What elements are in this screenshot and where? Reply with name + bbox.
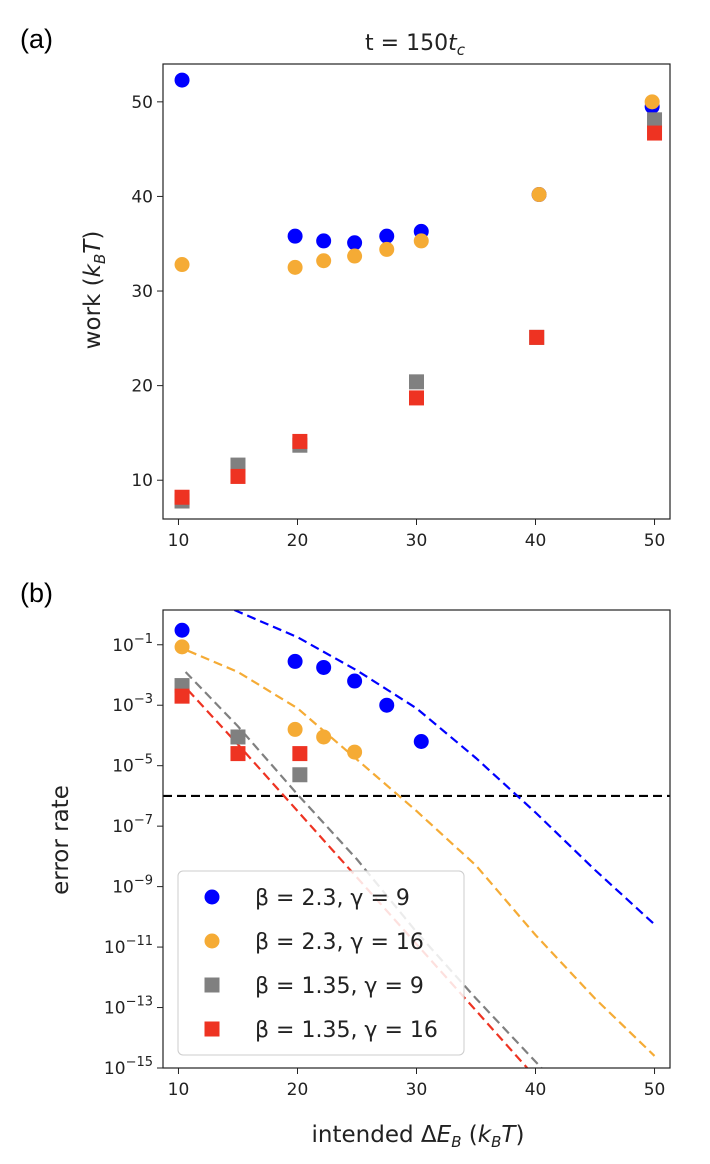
data-point bbox=[347, 744, 363, 760]
axes-frame bbox=[162, 63, 671, 520]
data-point bbox=[230, 457, 246, 473]
legend-frame bbox=[177, 870, 465, 1056]
y-tick-label: 40 bbox=[131, 187, 153, 207]
x-tick-label: 10 bbox=[168, 1080, 190, 1100]
legend-label: β = 1.35, γ = 9 bbox=[255, 974, 424, 999]
data-point bbox=[379, 241, 395, 257]
data-point bbox=[174, 72, 190, 88]
fit-curve bbox=[187, 649, 656, 1057]
data-point bbox=[230, 468, 246, 484]
data-point bbox=[292, 767, 308, 783]
legend-marker bbox=[204, 977, 220, 993]
y-tick-label: 10−13 bbox=[104, 995, 153, 1019]
y-tick-label: 10−9 bbox=[112, 874, 153, 898]
data-point bbox=[292, 433, 308, 449]
x-tick-label: 20 bbox=[287, 1080, 309, 1100]
legend-label: β = 2.3, γ = 9 bbox=[255, 886, 410, 911]
data-point bbox=[413, 734, 429, 750]
x-tick-label: 40 bbox=[525, 531, 547, 551]
legend-marker bbox=[204, 1021, 220, 1037]
data-point bbox=[409, 390, 424, 406]
data-point bbox=[174, 257, 190, 273]
x-tick-label: 50 bbox=[644, 1080, 666, 1100]
data-point bbox=[174, 622, 190, 638]
y-tick-label: 10−5 bbox=[112, 753, 153, 777]
data-point bbox=[347, 673, 363, 689]
legend-marker bbox=[204, 933, 220, 949]
y-tick-label: 50 bbox=[131, 93, 153, 113]
x-tick-label: 40 bbox=[525, 1080, 547, 1100]
data-point bbox=[644, 94, 660, 110]
data-point bbox=[531, 187, 547, 203]
data-point bbox=[316, 659, 332, 675]
panel-label-b: (b) bbox=[20, 578, 53, 608]
data-point bbox=[287, 228, 303, 244]
plot-b: 10 20 30 40 50 10−1 10−3 10−5 10−7 10−9 10−11 10−13… bbox=[104, 609, 671, 1100]
y-tick-label: 10−11 bbox=[104, 934, 153, 958]
legend: β = 2.3, γ = 9 β = 2.3, γ = 16 β = 1.35, γ… bbox=[177, 870, 465, 1056]
axes-frame bbox=[162, 609, 671, 1069]
data-point bbox=[647, 112, 663, 128]
legend-marker bbox=[204, 889, 220, 905]
x-tick-label: 20 bbox=[287, 531, 309, 551]
y-tick-label: 10−1 bbox=[112, 632, 153, 656]
panel-label-a: (a) bbox=[20, 24, 53, 54]
data-point bbox=[316, 253, 332, 269]
data-point bbox=[230, 746, 246, 762]
data-point bbox=[413, 233, 429, 249]
data-point bbox=[174, 639, 190, 655]
panel-b-ylabel: error rate bbox=[48, 785, 74, 895]
y-tick-label: 10 bbox=[131, 471, 153, 491]
data-point bbox=[316, 233, 332, 249]
y-tick-label: 10−7 bbox=[112, 813, 153, 837]
y-tick-label: 10−3 bbox=[112, 692, 153, 716]
x-tick-label: 30 bbox=[406, 1080, 428, 1100]
data-point bbox=[174, 688, 190, 704]
data-point bbox=[379, 228, 395, 244]
x-tick-label: 30 bbox=[406, 531, 428, 551]
x-tick-label: 10 bbox=[168, 531, 190, 551]
y-tick-label: 10−15 bbox=[104, 1055, 153, 1079]
data-point bbox=[230, 729, 246, 745]
data-point bbox=[347, 248, 363, 264]
data-point bbox=[379, 697, 395, 713]
plot-a: 10 20 30 40 50 10 20 30 40 50 bbox=[131, 63, 671, 551]
fit-curve bbox=[233, 610, 656, 926]
panel-b-xlabel: intended ΔEB (kBT) bbox=[312, 1122, 525, 1151]
data-point bbox=[287, 653, 303, 669]
data-point bbox=[174, 489, 190, 505]
fit-curve bbox=[184, 671, 543, 1068]
y-tick-label: 30 bbox=[131, 282, 153, 302]
data-point bbox=[409, 374, 424, 390]
data-point bbox=[287, 721, 303, 737]
y-tick-label: 20 bbox=[131, 377, 153, 397]
data-point bbox=[316, 729, 332, 745]
data-point bbox=[347, 235, 363, 251]
legend-label: β = 1.35, γ = 16 bbox=[255, 1018, 438, 1043]
panel-a-ylabel: work (kBT) bbox=[80, 231, 109, 350]
data-point bbox=[647, 125, 663, 141]
legend-label: β = 2.3, γ = 16 bbox=[255, 930, 424, 955]
data-point bbox=[529, 329, 545, 345]
x-tick-label: 50 bbox=[644, 531, 666, 551]
panel-a-title: t = 150tc bbox=[365, 31, 466, 59]
data-point bbox=[287, 259, 303, 275]
data-point bbox=[292, 746, 308, 762]
